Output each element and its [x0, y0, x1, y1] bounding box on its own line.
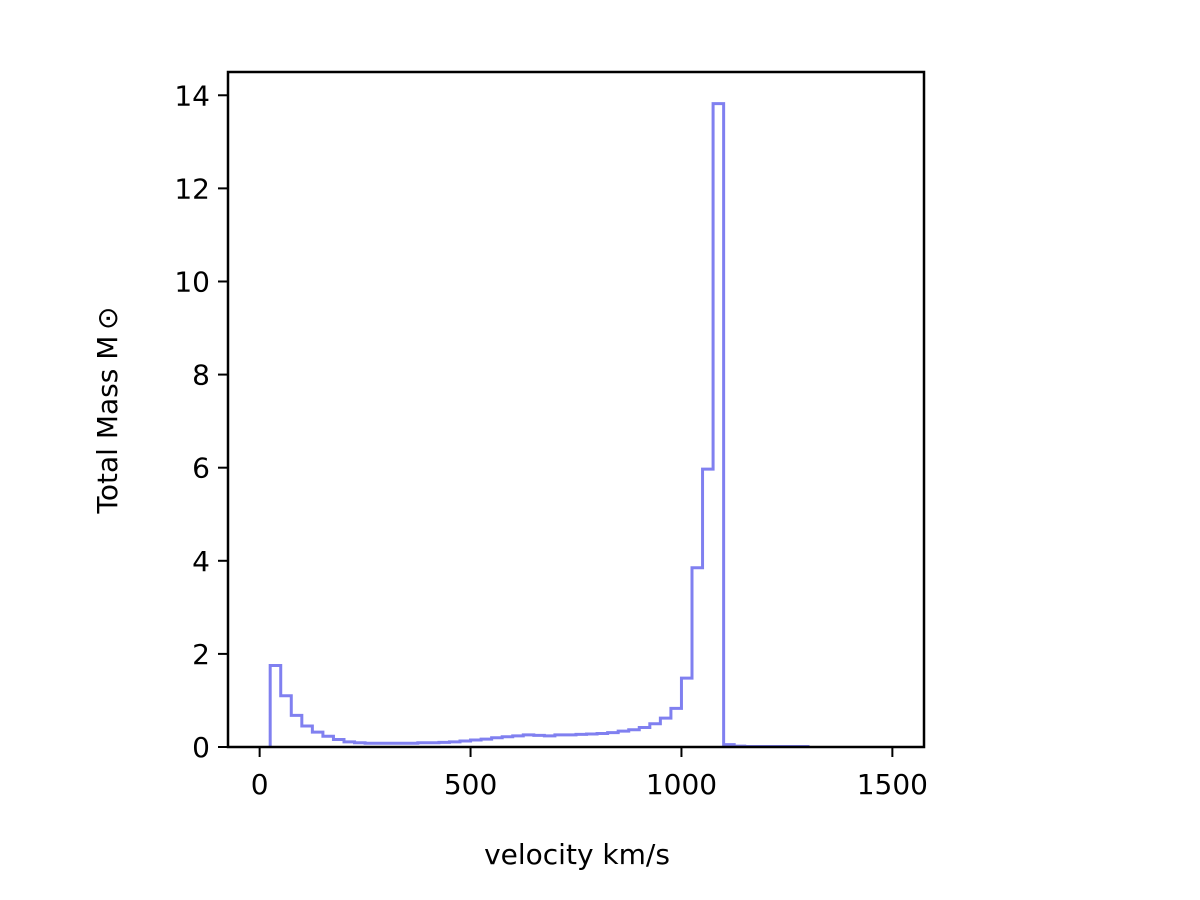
- x-axis-label: velocity km/s: [484, 838, 670, 871]
- y-tick-label: 14: [174, 79, 210, 112]
- axes-frame: [226, 70, 926, 749]
- x-tick-label: 0: [251, 768, 269, 801]
- y-tick-label: 6: [192, 452, 210, 485]
- y-tick-label: 2: [192, 638, 210, 671]
- y-tick-label: 0: [192, 731, 210, 764]
- x-tick-label: 1500: [857, 768, 928, 801]
- plot-area: [268, 102, 810, 749]
- x-tick-label: 500: [444, 768, 497, 801]
- histogram-step-series-0: [268, 102, 810, 749]
- y-tick-label: 8: [192, 359, 210, 392]
- y-tick-label: 4: [192, 545, 210, 578]
- axes: 0 500 1000 1500 0 2 4 6 8 10 12 14: [174, 70, 928, 801]
- y-axis-label: Total Mass M ⊙: [91, 307, 124, 515]
- x-tick-label: 1000: [646, 768, 717, 801]
- y-tick-label: 10: [174, 265, 210, 298]
- y-tick-label: 12: [174, 172, 210, 205]
